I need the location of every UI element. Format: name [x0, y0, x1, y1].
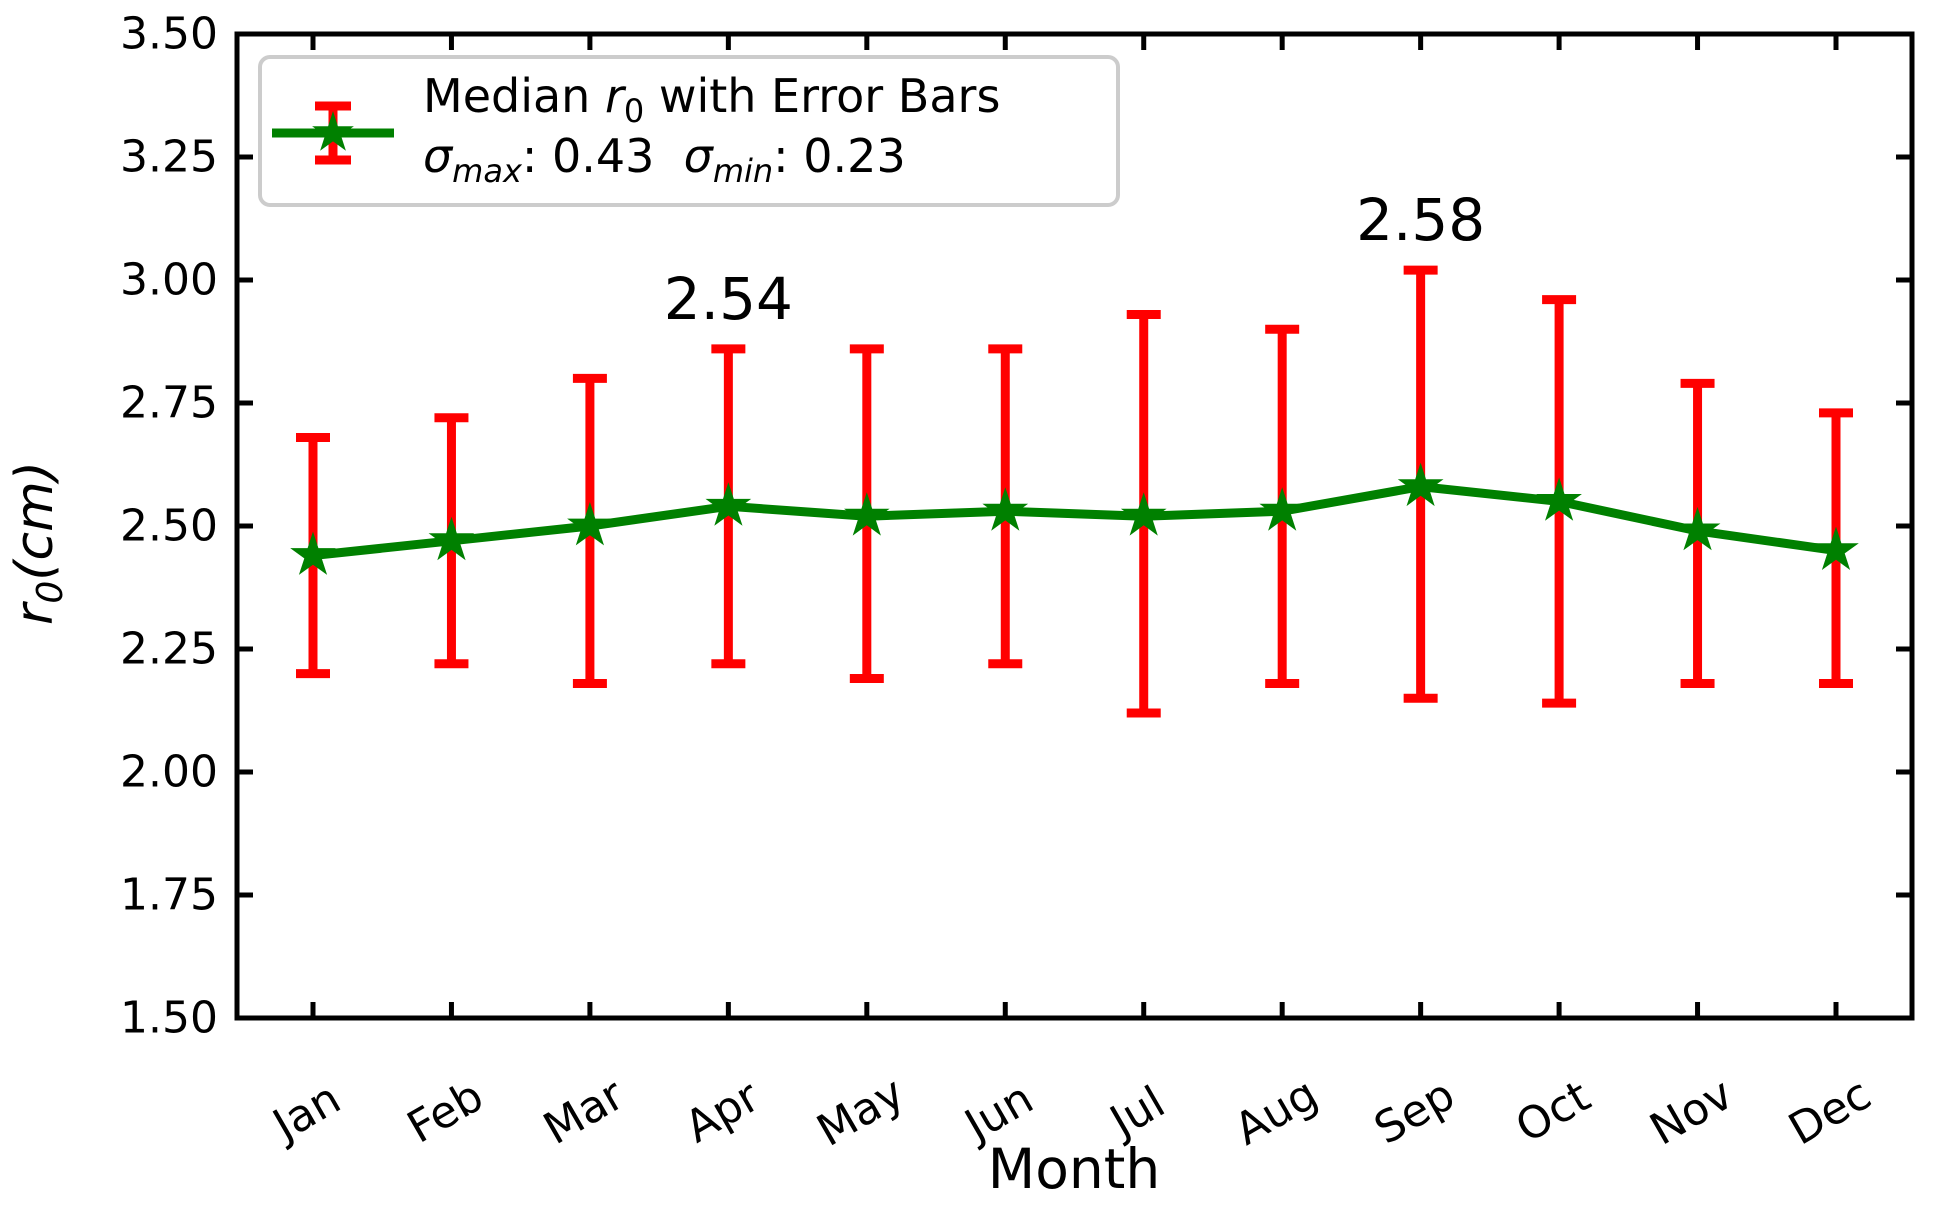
median-line: [312, 482, 1837, 560]
x-axis-title: Month: [988, 1137, 1160, 1201]
annotation-label: 2.58: [1356, 186, 1485, 254]
legend-sigma-min-symbol: σ: [684, 129, 715, 183]
star-marker: [982, 487, 1029, 531]
legend-box: [258, 55, 1120, 207]
month-label: Aug: [1226, 1068, 1326, 1155]
month-label: Nov: [1642, 1068, 1742, 1155]
month-label: Oct: [1507, 1071, 1598, 1153]
y-tick-label: 3.50: [120, 9, 218, 60]
star-marker: [1674, 506, 1721, 551]
legend-r-symbol: r: [605, 69, 627, 123]
legend-sigma-max-subscript: max: [452, 152, 523, 190]
y-tick-label: 3.00: [120, 255, 218, 306]
legend-label-line2: σmax: 0.43 σmin: 0.23: [423, 129, 906, 190]
annotation-label: 2.54: [664, 265, 793, 333]
annotations: 2.54 2.58: [664, 186, 1485, 333]
y-tick-label: 2.25: [120, 624, 218, 675]
month-label: May: [809, 1067, 913, 1157]
star-marker: [844, 492, 890, 536]
y-tick-label: 2.50: [120, 501, 218, 552]
legend-spacer: [654, 129, 683, 183]
legend-label-line1: Median r0 with Error Bars: [423, 69, 1000, 130]
y-tick-label: 1.75: [120, 870, 218, 921]
y-tick-label: 1.50: [120, 993, 218, 1044]
star-marker: [1813, 526, 1859, 570]
star-marker: [1397, 462, 1444, 507]
y-axis-title-symbol: r: [5, 600, 65, 625]
legend-text: Median: [423, 69, 605, 123]
star-marker: [1120, 492, 1167, 536]
star-marker: [1259, 487, 1305, 531]
y-tick-label: 2.00: [120, 747, 218, 798]
month-label: Feb: [399, 1070, 492, 1153]
y-axis-title-unit: (cm): [5, 461, 65, 581]
y-axis-ticks: [237, 31, 1912, 1021]
month-label: Mar: [535, 1069, 633, 1155]
legend-star-marker: [312, 111, 354, 151]
legend: Median r0 with Error Bars σmax: 0.43 σmi…: [258, 55, 1120, 207]
y-tick-label: 2.75: [120, 378, 218, 429]
legend-sigma-min-value: : 0.23: [773, 129, 906, 183]
star-marker: [290, 531, 336, 575]
legend-sigma-min-subscript: min: [713, 152, 773, 190]
legend-sigma-max-value: : 0.43: [522, 129, 655, 183]
y-tick-labels: 3.50 3.25 3.00 2.75 2.50 2.25 2.00 1.75 1.50: [120, 9, 218, 1044]
month-label: Jan: [262, 1073, 349, 1153]
star-marker: [567, 502, 613, 546]
month-label: Apr: [677, 1070, 769, 1153]
x-axis-ticks: [310, 34, 1839, 1018]
month-label: Sep: [1366, 1069, 1463, 1155]
legend-errorbar-symbol: [272, 101, 394, 165]
month-label: Dec: [1780, 1069, 1879, 1156]
y-tick-label: 3.25: [120, 132, 218, 183]
legend-sigma-max-symbol: σ: [423, 129, 454, 183]
star-marker: [428, 516, 475, 561]
y-axis-title-sub: 0: [30, 581, 71, 604]
y-axis-title: r0(cm): [5, 461, 71, 625]
legend-r-subscript: 0: [624, 92, 644, 130]
star-marker: [1536, 477, 1582, 521]
star-markers: [290, 462, 1859, 575]
star-marker: [705, 482, 752, 526]
legend-text-suffix: with Error Bars: [644, 69, 1000, 123]
